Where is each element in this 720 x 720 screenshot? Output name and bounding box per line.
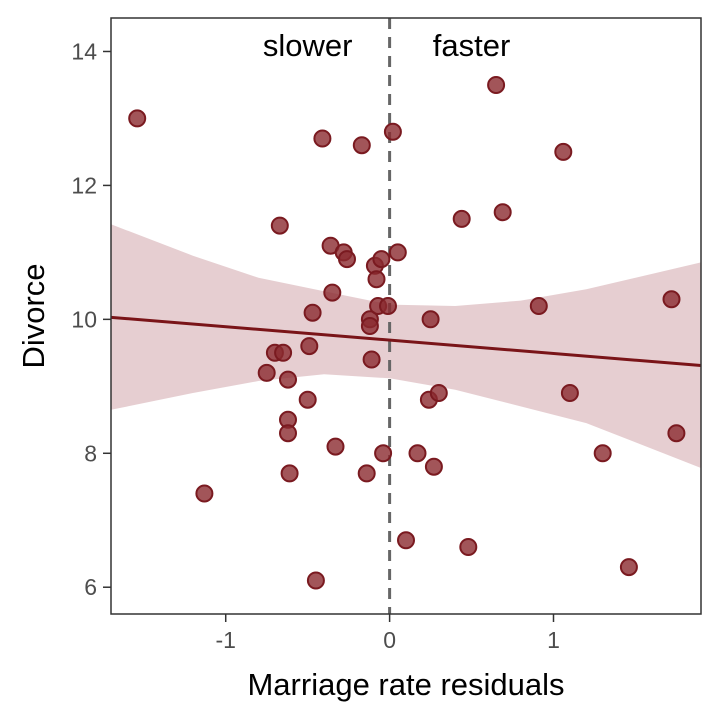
y-tick-label: 6: [84, 574, 97, 600]
data-point: [593, 444, 612, 463]
x-tick-label: 0: [383, 627, 396, 653]
y-axis-title: Divorce: [16, 263, 51, 368]
x-axis: -1 0 1: [215, 614, 560, 653]
data-point: [459, 538, 478, 556]
data-point: [662, 290, 681, 309]
data-point: [360, 317, 379, 335]
data-point: [619, 558, 638, 577]
data-point: [352, 136, 371, 155]
data-point: [298, 390, 317, 409]
data-point: [128, 109, 147, 128]
data-point: [257, 363, 276, 382]
data-point: [388, 243, 407, 262]
data-point: [367, 270, 386, 289]
y-tick-label: 8: [84, 440, 97, 466]
data-points: [128, 76, 686, 590]
plot-panel-border: [110, 17, 702, 615]
data-point: [274, 343, 293, 362]
y-tick-label: 14: [71, 38, 97, 64]
confidence-band: [111, 224, 701, 468]
y-tick-label: 10: [71, 306, 97, 332]
annotations: slower faster: [263, 28, 510, 63]
y-tick-label: 12: [71, 172, 97, 198]
data-point: [397, 531, 415, 550]
data-point: [529, 297, 548, 315]
data-point: [357, 464, 376, 483]
annotation-slower: slower: [263, 28, 353, 63]
data-point: [452, 209, 471, 228]
data-point: [554, 142, 573, 161]
y-axis: 6 8 10 12 14: [71, 38, 111, 600]
data-point: [560, 384, 579, 402]
data-point: [383, 122, 402, 141]
data-point: [270, 216, 289, 235]
annotation-faster: faster: [433, 28, 511, 63]
x-tick-label: -1: [215, 627, 235, 653]
data-point: [408, 444, 427, 463]
data-point: [493, 203, 512, 222]
data-point: [667, 424, 686, 443]
regression-line-layer: [110, 315, 702, 368]
data-point: [372, 250, 391, 269]
data-point: [421, 310, 440, 329]
data-point: [379, 297, 397, 315]
data-point: [306, 571, 325, 590]
data-point: [424, 457, 443, 476]
x-axis-title: Marriage rate residuals: [247, 667, 564, 702]
data-point: [195, 484, 214, 503]
data-point: [300, 337, 319, 356]
data-point: [280, 464, 299, 483]
data-point: [303, 303, 322, 322]
data-point: [429, 384, 448, 402]
data-point: [279, 424, 297, 443]
confidence-band-layer: [111, 224, 701, 468]
x-tick-label: 1: [547, 627, 560, 653]
regression-line: [110, 315, 702, 368]
data-point: [313, 129, 332, 148]
data-point: [338, 250, 356, 269]
data-point: [487, 76, 506, 94]
data-point: [326, 437, 345, 456]
data-point: [323, 283, 342, 302]
data-point: [374, 444, 393, 463]
data-point: [279, 370, 297, 389]
data-point: [362, 350, 381, 369]
